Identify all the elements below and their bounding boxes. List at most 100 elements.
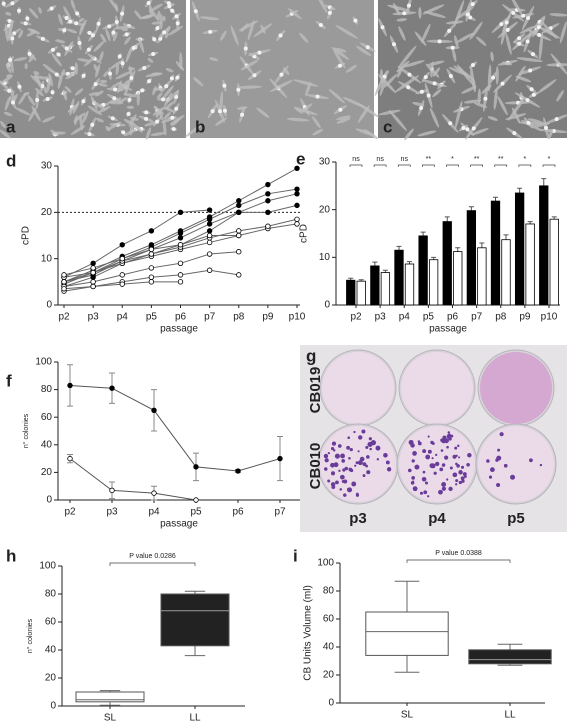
colony xyxy=(355,492,359,496)
cell xyxy=(240,60,259,71)
cell xyxy=(30,29,41,35)
y-axis-label: cPD xyxy=(299,224,310,243)
x-tick-label: p4 xyxy=(399,312,411,323)
marker xyxy=(119,281,125,287)
colony xyxy=(323,453,329,459)
cell xyxy=(125,45,133,63)
x-tick-label: SL xyxy=(401,710,414,721)
marker xyxy=(61,279,67,285)
cell-body xyxy=(117,54,122,59)
cell-body xyxy=(447,28,452,33)
cell xyxy=(253,23,273,37)
cell xyxy=(1,75,13,84)
cell xyxy=(515,75,532,83)
cell-body xyxy=(536,25,541,30)
colony xyxy=(425,454,431,460)
marker xyxy=(206,228,213,234)
significance-label: ns xyxy=(352,156,360,163)
cell xyxy=(18,92,27,105)
x-tick-label: p10 xyxy=(541,312,558,323)
colony xyxy=(457,444,460,448)
marker xyxy=(206,232,213,239)
cell xyxy=(387,4,411,12)
colony xyxy=(441,463,446,467)
cell xyxy=(175,61,185,71)
colony xyxy=(423,490,428,495)
cell-body xyxy=(70,66,75,71)
marker xyxy=(148,279,155,285)
y-tick-label: 10 xyxy=(41,253,53,264)
cell-body xyxy=(170,8,175,13)
x-axis-label: passage xyxy=(160,519,198,530)
cell xyxy=(397,45,417,69)
cell-body xyxy=(491,75,496,80)
marker xyxy=(177,230,184,236)
y-tick-label: 100 xyxy=(35,357,52,368)
cell xyxy=(70,0,76,10)
cell-body xyxy=(114,20,119,25)
cell xyxy=(417,130,437,137)
cell xyxy=(138,36,145,54)
bar xyxy=(490,200,501,306)
x-tick-label: p3 xyxy=(375,312,387,323)
bar xyxy=(453,251,463,306)
colony xyxy=(446,433,452,439)
y-axis-label: CB Units Volume (ml) xyxy=(303,585,314,681)
cell xyxy=(453,0,465,28)
cell xyxy=(402,60,425,68)
cell xyxy=(5,63,12,74)
cell xyxy=(65,71,76,80)
cell-body xyxy=(146,1,151,6)
colony xyxy=(324,458,329,463)
cell-body xyxy=(278,33,283,38)
cell xyxy=(516,57,543,62)
colony xyxy=(499,432,504,437)
colony xyxy=(367,441,373,448)
marker xyxy=(90,279,96,285)
bar xyxy=(549,218,559,306)
colony xyxy=(331,441,337,446)
colony xyxy=(462,472,467,476)
cell xyxy=(115,63,120,76)
colony xyxy=(386,467,392,472)
plate-medium xyxy=(480,352,552,424)
cell-body xyxy=(208,29,213,34)
bar xyxy=(539,185,549,306)
colony xyxy=(430,440,434,445)
cell xyxy=(110,60,123,70)
cell xyxy=(38,7,42,14)
cell-body xyxy=(406,85,411,90)
cell xyxy=(55,39,66,44)
colony xyxy=(460,465,465,469)
significance-label: * xyxy=(451,156,454,163)
bracket xyxy=(349,164,363,167)
cell xyxy=(43,86,48,94)
marker xyxy=(236,198,242,204)
series-line xyxy=(63,209,210,278)
cell-body xyxy=(210,109,215,114)
cell xyxy=(247,20,255,41)
x-tick-label: p7 xyxy=(274,507,286,518)
cell-body xyxy=(111,30,116,35)
cell xyxy=(162,15,166,22)
cell-body xyxy=(171,127,176,132)
cell-body xyxy=(380,25,385,30)
colony xyxy=(368,437,372,441)
panel-label: d xyxy=(6,151,16,170)
cell xyxy=(82,110,89,124)
cell xyxy=(200,16,220,21)
cell xyxy=(316,0,328,14)
cell-body xyxy=(107,24,112,29)
bar xyxy=(442,221,452,306)
cell-body xyxy=(161,97,166,102)
cell-body xyxy=(526,120,531,125)
cell xyxy=(470,65,475,89)
cell-body xyxy=(120,11,125,16)
cell xyxy=(83,56,96,67)
x-tick-label: p8 xyxy=(495,312,507,323)
cell-body xyxy=(142,65,147,70)
marker xyxy=(177,272,184,278)
cell xyxy=(456,32,475,43)
colony xyxy=(422,449,427,454)
